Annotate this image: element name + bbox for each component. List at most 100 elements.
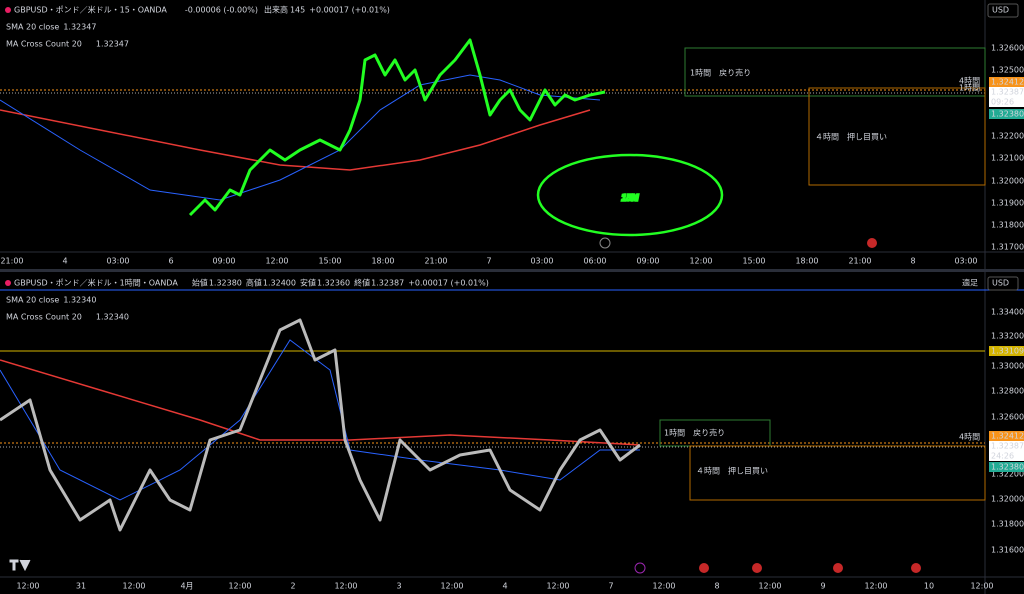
price-tick-label: 1.32200 [991,132,1024,141]
ohlc-value: 1.32380 [209,279,242,288]
time-tick-label: 18:00 [371,257,394,266]
countdown: 24:26 [991,452,1014,461]
time-tick-label: 03:00 [530,257,553,266]
time-tick-label: 12:00 [652,582,675,591]
sma-value: 1.32347 [63,23,96,32]
event-icon [699,563,709,573]
event-icon [911,563,921,573]
ma-cross-value: 1.32347 [96,40,129,49]
annotation-circle [536,153,724,237]
price-tick-label: 1.31800 [991,221,1024,230]
zone-label: 1時間 戻り売り [664,428,725,438]
time-tick-label: 12:00 [970,582,993,591]
time-tick-label: 12:00 [864,582,887,591]
drawn-price-line [188,38,606,217]
change: +0.00017 (+0.01%) [408,279,489,288]
logo [9,559,31,572]
time-tick-label: 21:00 [848,257,871,266]
currency: USD [992,6,1009,15]
price-tick-label: 1.31800 [991,520,1024,529]
price-mark-box [989,109,1024,119]
time-tick-label: 4 [62,257,67,266]
event-icon [752,563,762,573]
line-label: 4時間 [959,77,980,86]
time-tick-label: 4月 [180,582,193,591]
currency-button [987,3,1019,18]
line-label: 1時間 [959,84,980,93]
sma-label: SMA 20 close [6,296,59,305]
zone-label: ４時間 押し目買い [815,132,887,142]
price-mark-box [989,77,1024,87]
price-tick-label: 1.31600 [991,546,1024,555]
zone-label: ４時間 押し目買い [696,466,768,476]
price-tick-label: 1.33000 [991,362,1024,371]
time-tick-label: 10 [924,582,934,591]
ma-cross-value: 1.32340 [96,313,129,322]
price-tick-label: 1.32600 [991,44,1024,53]
zone-label: 1時間 戻り売り [690,68,751,78]
event-icon [599,237,611,249]
ohlc-value: 1.32360 [317,279,350,288]
zone-box [808,87,986,186]
price-mark-box [989,87,1024,97]
price-tick-label: 1.33200 [991,332,1024,341]
time-tick-label: 9 [820,582,825,591]
time-tick-label: 12:00 [122,582,145,591]
zone-box [689,445,986,501]
price-tick-label: 1.31900 [991,199,1024,208]
volume: 145 [290,6,305,15]
line-label: 4時間 [959,433,980,442]
price-tick-label: 1.32000 [991,177,1024,186]
price-mark: 1.33109 [991,347,1024,356]
symbol: GBPUSD・ポンド／米ドル・1時間・OANDA [14,278,178,288]
ma-cross-label: MA Cross Count 20 [6,40,82,49]
time-tick-label: 12:00 [440,582,463,591]
price-mark: 1.32380 [991,463,1024,472]
mode: 適足 [962,278,978,288]
event-icon [634,562,646,574]
price-mark-box [989,441,1024,451]
time-tick-label: 12:00 [546,582,569,591]
time-tick-label: 8 [910,257,915,266]
sma-line [0,74,601,201]
price-mark: 1.32387 [991,88,1024,97]
ohlc-value: 1.32387 [371,279,404,288]
time-tick-label: 18:00 [795,257,818,266]
price-tick-label: 1.32600 [991,413,1024,422]
time-tick-label: 15:00 [742,257,765,266]
ma-line [0,109,591,171]
time-tick-label: 06:00 [583,257,606,266]
countdown-box [989,451,1024,461]
price-line-drawn [0,318,641,532]
ohlc-value: 1.32400 [263,279,296,288]
time-tick-label: 2 [290,582,295,591]
symbol-icon [5,7,11,13]
volume-label: 出来高 [264,5,288,15]
price-tick-label: 1.32800 [991,387,1024,396]
time-tick-label: 03:00 [106,257,129,266]
time-tick-label: 3 [396,582,401,591]
price-mark: 1.32387 [991,442,1024,451]
time-tick-label: 12:00 [16,582,39,591]
time-tick-label: 09:00 [636,257,659,266]
currency: USD [992,279,1009,288]
price-mark: 1.32412 [991,78,1024,87]
time-tick-label: 09:00 [212,257,235,266]
symbol: GBPUSD・ポンド／米ドル・15・OANDA [14,5,167,15]
change: -0.00006 (-0.00%) [185,6,258,15]
ohlc-label: 始値 [192,278,208,288]
price-mark-box [989,346,1024,356]
volume-change: +0.00017 (+0.01%) [309,6,390,15]
time-tick-label: 4 [502,582,507,591]
price-mark: 1.32380 [991,110,1024,119]
currency-button [987,276,1019,291]
ma-cross-label: MA Cross Count 20 [6,313,82,322]
time-tick-label: 12:00 [758,582,781,591]
price-mark: 1.32412 [991,432,1024,441]
sma-line [0,339,640,501]
separator [0,269,1024,272]
sma-label: SMA 20 close [6,23,59,32]
time-tick-label: 8 [714,582,719,591]
time-tick-label: 21:00 [424,257,447,266]
